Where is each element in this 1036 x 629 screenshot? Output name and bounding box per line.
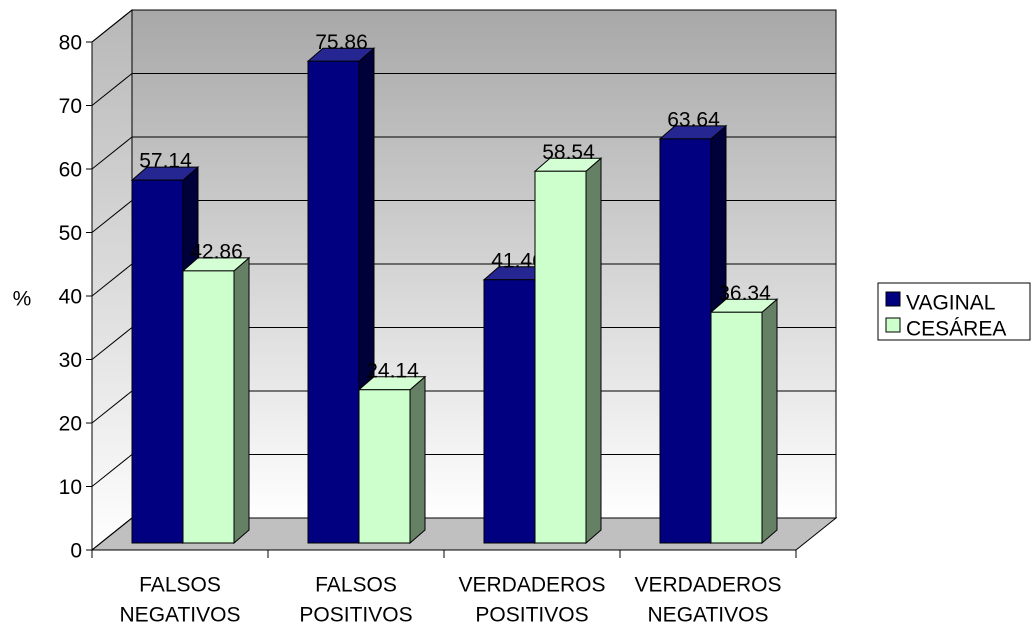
value-label: 58.54: [542, 141, 595, 164]
bar-front: [307, 60, 360, 544]
grid-line: [91, 9, 836, 43]
y-tick-label: 80: [59, 32, 82, 55]
x-tick-label: VERDADEROS: [634, 574, 781, 597]
y-tick-label: 30: [59, 349, 82, 372]
bar-front: [131, 179, 184, 544]
bar-side: [233, 256, 250, 545]
y-axis-label: %: [13, 288, 32, 311]
bar-side: [585, 157, 602, 545]
legend-box: [877, 282, 1031, 341]
x-tick-label: FALSOS: [315, 574, 397, 597]
x-tick-label: NEGATIVOS: [120, 604, 241, 627]
grid-line: [91, 73, 836, 106]
legend-label: VAGINAL: [906, 292, 995, 315]
y-tick-label: 70: [59, 95, 82, 118]
y-tick-label: 60: [59, 159, 82, 182]
y-tick-label: 20: [59, 413, 82, 436]
bar: [533, 157, 603, 545]
value-label: 42.86: [190, 240, 243, 263]
x-tick-label: NEGATIVOS: [648, 604, 769, 627]
value-label: 57.14: [139, 150, 192, 173]
x-tick-label: POSITIVOS: [475, 604, 588, 627]
legend-swatch: [885, 291, 901, 307]
bar: [357, 375, 427, 545]
y-tick-label: 40: [59, 286, 82, 309]
legend-swatch: [885, 317, 901, 333]
bar: [709, 298, 779, 545]
value-label: 41.46: [491, 249, 544, 272]
legend-label: CESÁREA: [906, 318, 1006, 341]
value-label: 63.64: [667, 108, 720, 131]
bar-front: [182, 270, 235, 544]
value-label: 36.34: [718, 282, 771, 305]
y-tick-label: 10: [59, 476, 82, 499]
bar-side: [761, 298, 778, 545]
bar-front: [659, 138, 712, 544]
x-tick-label: FALSOS: [139, 574, 221, 597]
bar-side: [409, 375, 426, 545]
y-tick-label: 0: [70, 540, 82, 563]
x-tick-label: VERDADEROS: [458, 574, 605, 597]
bar: [181, 256, 251, 545]
bar-front: [534, 170, 587, 544]
bar-front: [483, 279, 536, 544]
bar-front: [358, 389, 411, 544]
x-tick-label: POSITIVOS: [299, 604, 412, 627]
grid-line: [91, 136, 836, 170]
y-tick-label: 50: [59, 222, 82, 245]
bar-front: [710, 311, 763, 544]
value-label: 75.86: [315, 31, 368, 54]
value-label: 24.14: [366, 359, 419, 382]
